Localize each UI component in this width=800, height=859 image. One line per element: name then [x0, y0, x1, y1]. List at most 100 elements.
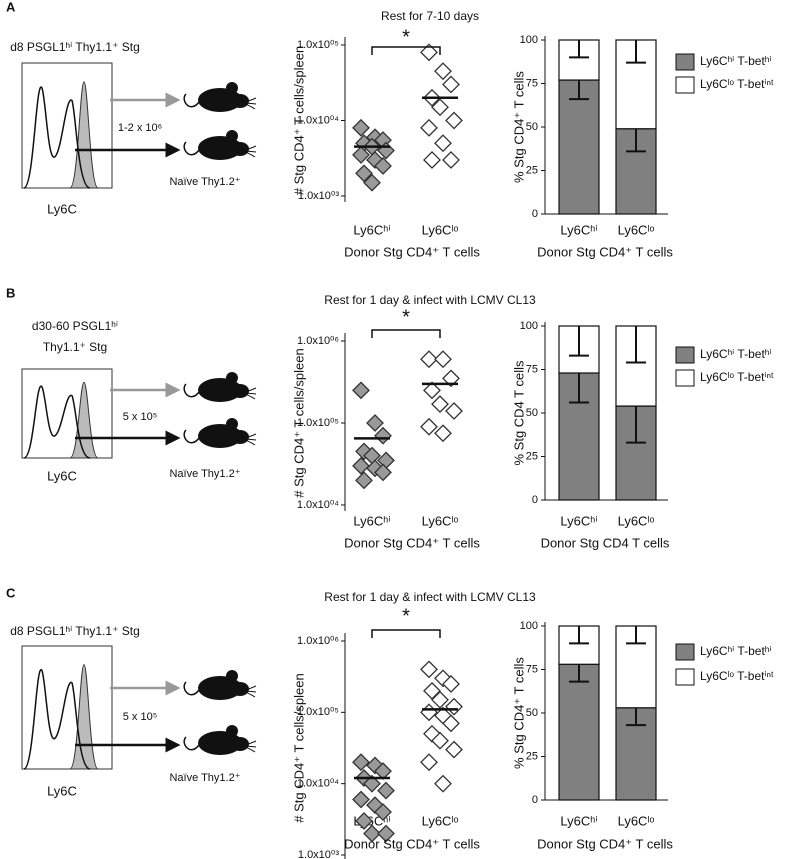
significance-bracket	[371, 329, 441, 338]
mouse-icon	[183, 82, 257, 112]
x-tick-label: Ly6Cʰⁱ	[560, 813, 597, 828]
mouse-body	[198, 88, 242, 112]
protocol-title: Rest for 1 day & infect with LCMV CL13	[324, 590, 536, 604]
data-point	[445, 740, 463, 759]
data-point	[363, 173, 381, 192]
data-point	[355, 812, 373, 830]
y-tick-label: 1.0x10⁰⁴	[297, 778, 339, 790]
error-bar	[626, 626, 646, 645]
histogram-frame	[21, 368, 113, 459]
data-point	[352, 381, 370, 400]
y-tick-label: 0	[532, 208, 538, 220]
error-bar	[626, 40, 646, 64]
mouse-body	[198, 136, 242, 160]
y-tick-label: 100	[520, 34, 538, 46]
data-point	[377, 781, 395, 800]
data-point	[442, 675, 460, 693]
mouse-ear	[226, 82, 238, 94]
legend-label: Ly6Cʰⁱ T-betʰⁱ	[700, 54, 772, 68]
x-tick-label: Ly6Cʰⁱ	[353, 222, 390, 237]
data-point	[355, 164, 373, 183]
mouse-head	[231, 737, 249, 751]
mouse-ear	[226, 130, 238, 142]
histogram-black	[23, 669, 91, 770]
mouse-tail	[183, 681, 200, 696]
y-tick-label: 1.0x10⁰⁵	[297, 39, 339, 51]
x-tick-label: Ly6Cʰⁱ	[560, 222, 597, 237]
data-point	[423, 724, 441, 743]
mouse-icon	[183, 418, 257, 448]
data-point	[434, 350, 452, 369]
y-axis-label: # Stg CD4⁺ T cells/spleen	[291, 46, 306, 195]
panel-label: A	[6, 0, 16, 14]
data-point	[352, 790, 370, 809]
mouse-body	[198, 378, 242, 402]
data-point	[431, 395, 449, 414]
significance-label: *	[402, 26, 410, 48]
x-tick-label: Ly6Cˡᵒ	[422, 813, 459, 828]
legend-swatch	[675, 643, 695, 661]
y-tick-label: 75	[526, 77, 538, 89]
y-tick-label: 1.0x10⁰⁴	[297, 499, 339, 511]
data-point	[352, 146, 370, 164]
data-point	[363, 824, 381, 843]
y-tick-label: 50	[526, 121, 538, 133]
data-point	[442, 151, 460, 169]
data-point	[445, 402, 463, 420]
x-axis-label: Donor Stg CD4⁺ T cells	[344, 836, 480, 851]
data-point	[420, 43, 438, 62]
data-point	[434, 134, 452, 153]
y-tick-label: 1.0x10⁰⁵	[297, 417, 339, 429]
y-tick-label: 50	[526, 407, 538, 419]
y-tick-label: 100	[520, 620, 538, 632]
mouse-whiskers	[245, 685, 257, 698]
x-tick-label: Ly6Cˡᵒ	[618, 513, 655, 528]
donor-label: Thy1.1⁺ Stg	[43, 340, 107, 354]
mouse-head	[231, 430, 249, 444]
data-point	[374, 157, 392, 175]
y-tick-label: 0	[532, 794, 538, 806]
significance-bracket	[371, 629, 441, 638]
data-point	[442, 714, 460, 733]
histogram-axis-label: Ly6C	[47, 201, 77, 216]
mouse-icon	[183, 725, 257, 755]
protocol-title: Rest for 1 day & infect with LCMV CL13	[324, 293, 536, 307]
x-axis-label: Donor Stg CD4⁺ T cells	[344, 244, 480, 259]
mouse-icon	[183, 130, 257, 160]
data-point	[374, 803, 392, 821]
mouse-ear	[226, 670, 238, 682]
mouse-head	[231, 384, 249, 398]
mouse-ear	[226, 725, 238, 737]
data-point	[377, 824, 395, 843]
data-point	[434, 62, 452, 81]
legend-swatch	[675, 668, 695, 686]
panel-label: C	[6, 585, 16, 600]
data-point	[431, 690, 449, 709]
mouse-tail	[183, 141, 200, 156]
y-tick-label: 100	[520, 320, 538, 332]
histogram-black	[23, 86, 91, 189]
histogram-gray	[69, 663, 99, 770]
y-axis-label: # Stg CD4⁺ T cells/spleen	[291, 673, 306, 822]
recipient-label: Naïve Thy1.2⁺	[169, 468, 240, 480]
data-point	[355, 442, 373, 461]
data-point	[431, 98, 449, 117]
data-point	[366, 414, 384, 432]
x-axis-label: Donor Stg CD4⁺ T cells	[344, 535, 480, 550]
dose-label: 5 x 10⁵	[123, 411, 158, 423]
dose-label: 1-2 x 10⁶	[118, 122, 162, 134]
data-point	[420, 417, 438, 436]
mouse-icon	[183, 670, 257, 700]
mouse-head	[231, 682, 249, 696]
data-point	[374, 463, 392, 482]
x-tick-label: Ly6Cˡᵒ	[422, 222, 459, 237]
histogram-frame	[21, 645, 113, 770]
mouse-whiskers	[245, 145, 257, 158]
mouse-body	[198, 676, 242, 700]
data-point	[352, 456, 370, 475]
data-point	[420, 118, 438, 137]
recipient-label: Naïve Thy1.2⁺	[169, 176, 240, 188]
legend-label: Ly6Cˡᵒ T-betⁱⁿᵗ	[700, 370, 774, 384]
data-point	[431, 731, 449, 750]
